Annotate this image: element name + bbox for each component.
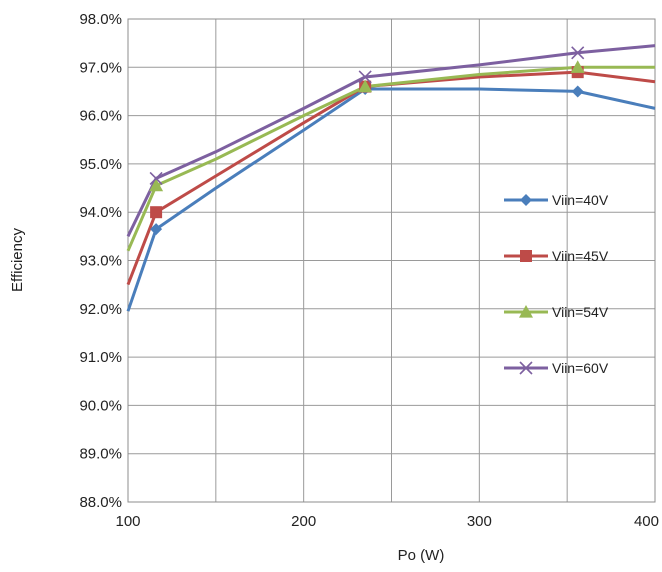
legend-entry: Viin=45V — [552, 248, 609, 264]
plot-area-frame — [127, 18, 656, 503]
y-tick-label: 94.0% — [79, 204, 122, 221]
y-tick-label: 98.0% — [79, 11, 122, 28]
y-tick-label: 89.0% — [79, 446, 122, 463]
legend-entry: Viin=54V — [552, 304, 609, 320]
series-line-3 — [126, 65, 655, 252]
legend-entry: Viin=40V — [552, 192, 609, 208]
data-point — [149, 178, 164, 192]
series-markers — [149, 46, 585, 236]
y-axis-label: Efficiency — [9, 228, 26, 292]
series-line-2 — [126, 70, 656, 286]
y-tick-label: 93.0% — [79, 253, 122, 270]
legend-marker — [519, 305, 533, 318]
y-tick-label: 92.0% — [79, 301, 122, 318]
x-tick-label: 400 — [634, 513, 659, 530]
y-tick-label: 95.0% — [79, 156, 122, 173]
y-tick-label: 88.0% — [79, 494, 122, 511]
legend-marker — [519, 361, 533, 375]
data-point — [571, 46, 585, 60]
legend-marker — [520, 194, 532, 206]
y-axis-ticks: 88.0% 89.0% 90.0% 91.0% 92.0% 93.0% 94.0% 95.0%… — [79, 11, 122, 511]
data-point — [358, 70, 372, 84]
series-line-4 — [126, 44, 656, 237]
legend-entry: Viin=60V — [552, 360, 609, 376]
y-tick-label: 91.0% — [79, 349, 122, 366]
data-point — [150, 206, 163, 219]
data-point — [358, 79, 373, 93]
series-lines — [126, 44, 656, 312]
series-line-1 — [126, 87, 656, 312]
y-tick-label: 97.0% — [79, 59, 122, 76]
x-axis-ticks: 100 200 300 400 — [115, 513, 659, 530]
x-tick-label: 100 — [115, 513, 140, 530]
legend: Viin=40V Viin=45V Viin=54V Viin=60V — [504, 192, 609, 376]
data-point — [570, 60, 585, 73]
data-point — [149, 171, 163, 185]
y-tick-label: 96.0% — [79, 108, 122, 125]
legend-marker — [520, 250, 532, 262]
x-axis-label: Po (W) — [398, 547, 445, 564]
x-tick-label: 300 — [467, 513, 492, 530]
y-tick-label: 90.0% — [79, 397, 122, 414]
x-tick-label: 200 — [291, 513, 316, 530]
data-point — [150, 223, 163, 236]
data-point — [571, 85, 584, 98]
